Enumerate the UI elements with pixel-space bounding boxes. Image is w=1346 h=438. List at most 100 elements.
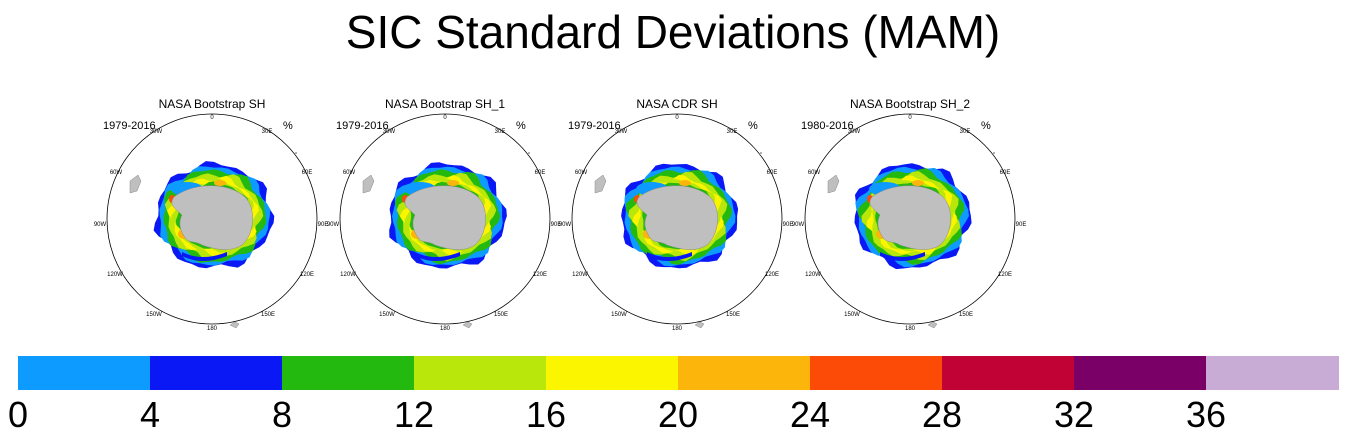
colorbar-tick-label: 28 xyxy=(921,394,963,435)
longitude-label: 60W xyxy=(343,170,356,176)
colorbar-bin-36-40 xyxy=(1206,356,1339,390)
panel-years: 1979-2016 xyxy=(568,120,621,132)
colorbar-tick-label: 16 xyxy=(525,394,567,435)
panel-units: % xyxy=(981,120,991,132)
longitude-label: 150W xyxy=(611,312,627,318)
south-america-landmass xyxy=(827,174,840,194)
longitude-label: 120E xyxy=(533,272,547,278)
panel-years: 1979-2016 xyxy=(336,120,389,132)
longitude-label: 30E xyxy=(262,129,273,135)
longitude-label: 150W xyxy=(844,312,860,318)
longitude-label: 30W xyxy=(848,129,861,135)
longitude-label: 60W xyxy=(808,170,821,176)
longitude-label: 90E xyxy=(318,222,329,228)
sic-patch xyxy=(182,252,227,261)
south-america-landmass xyxy=(362,174,375,194)
longitude-label: 60E xyxy=(535,170,546,176)
colorbar-tick-label: 24 xyxy=(789,394,831,435)
polar-map: 0 30E 60E 90E 120E 150E 180 150W 120W 90W 60W 30W xyxy=(94,113,329,332)
sic-hotspot xyxy=(679,180,691,186)
longitude-label: 60W xyxy=(110,170,123,176)
colorbar-bin-12-16 xyxy=(414,356,547,390)
longitude-label: 90E xyxy=(783,222,794,228)
longitude-label: 60E xyxy=(1000,170,1011,176)
map-panel: NASA CDR SH 1979-2016% 0 30E 60E 90E 120E 150E 1… xyxy=(559,92,794,337)
longitude-label: 0 xyxy=(443,115,447,121)
figure-title: SIC Standard Deviations (MAM) xyxy=(345,6,1001,58)
island xyxy=(760,152,762,154)
antarctica-landmass xyxy=(636,185,718,250)
colorbar-bin-24-28 xyxy=(810,356,943,390)
longitude-label: 150W xyxy=(379,312,395,318)
longitude-label: 120E xyxy=(300,272,314,278)
island xyxy=(528,152,530,154)
new-zealand-landmass xyxy=(229,321,240,329)
longitude-label: 180 xyxy=(440,326,451,332)
longitude-label: 120W xyxy=(107,272,123,278)
longitude-label: 0 xyxy=(675,115,679,121)
colorbar-bin-4-8 xyxy=(150,356,283,390)
colorbar-tick-label: 36 xyxy=(1185,394,1227,435)
colorbar-bin-32-36 xyxy=(1074,356,1207,390)
map-panel: NASA Bootstrap SH_1 1979-2016% 0 30E 60E 90E 1… xyxy=(327,92,562,337)
new-zealand-landmass xyxy=(462,321,473,329)
new-zealand-landmass xyxy=(927,321,938,329)
colorbar-tick-label: 20 xyxy=(657,394,699,435)
colorbar-bin-8-12 xyxy=(282,356,415,390)
antarctica-landmass xyxy=(869,185,951,250)
sic-hotspot xyxy=(912,180,924,186)
map-panel: NASA Bootstrap SH 1979-2016% 0 30E 60E 90E 120… xyxy=(94,92,329,337)
sic-hotspot xyxy=(214,180,226,186)
polar-map: 0 30E 60E 90E 120E 150E 180 150W 120W 90W 60W 30W xyxy=(792,113,1026,332)
longitude-label: 90W xyxy=(94,222,107,228)
colorbar-tick-labels: 0 4 8 12 16 20 24 28 32 36 xyxy=(0,393,1346,437)
island xyxy=(295,152,297,154)
longitude-label: 150W xyxy=(146,312,162,318)
colorbar-tick-label: 4 xyxy=(139,394,161,435)
panel-title: NASA Bootstrap SH xyxy=(158,97,266,111)
panel-years: 1980-2016 xyxy=(801,120,854,132)
longitude-label: 30W xyxy=(383,129,396,135)
longitude-label: 60W xyxy=(575,170,588,176)
colorbar-bin-16-20 xyxy=(546,356,679,390)
island xyxy=(993,152,995,154)
longitude-label: 30E xyxy=(960,129,971,135)
south-america-landmass xyxy=(594,174,607,194)
colorbar-bin-0-4 xyxy=(18,356,151,390)
longitude-label: 90W xyxy=(792,222,805,228)
longitude-label: 30E xyxy=(727,129,738,135)
panel-title: NASA CDR SH xyxy=(636,97,718,111)
panel-years: 1979-2016 xyxy=(103,120,156,132)
longitude-label: 90W xyxy=(559,222,572,228)
panel-title: NASA Bootstrap SH_1 xyxy=(384,97,506,111)
colorbar-tick-label: 12 xyxy=(393,394,435,435)
longitude-label: 90E xyxy=(551,222,562,228)
longitude-label: 120W xyxy=(805,272,821,278)
colorbar xyxy=(18,356,1339,390)
panel-units: % xyxy=(283,120,293,132)
map-panel: NASA Bootstrap SH_2 1980-2016% 0 30E 60E 90E 1… xyxy=(792,92,1027,337)
colorbar-tick-label: 0 xyxy=(7,394,29,435)
longitude-label: 0 xyxy=(908,115,912,121)
panel-units: % xyxy=(748,120,758,132)
longitude-label: 0 xyxy=(210,115,214,121)
longitude-label: 60E xyxy=(302,170,313,176)
colorbar-bin-28-32 xyxy=(942,356,1075,390)
sic-patch xyxy=(415,252,460,261)
sic-patch xyxy=(880,252,925,261)
longitude-label: 120W xyxy=(340,272,356,278)
longitude-label: 90W xyxy=(327,222,340,228)
longitude-label: 30W xyxy=(150,129,163,135)
longitude-label: 180 xyxy=(905,326,916,332)
sic-hotspot xyxy=(447,180,459,186)
antarctica-landmass xyxy=(404,185,486,250)
sic-patch xyxy=(647,252,692,261)
longitude-label: 180 xyxy=(207,326,218,332)
longitude-label: 150E xyxy=(726,312,740,318)
longitude-label: 150E xyxy=(959,312,973,318)
longitude-label: 120E xyxy=(998,272,1012,278)
polar-map: 0 30E 60E 90E 120E 150E 180 150W 120W 90W 60W 30W xyxy=(559,113,794,332)
longitude-label: 180 xyxy=(672,326,683,332)
south-america-landmass xyxy=(129,174,142,194)
antarctica-landmass xyxy=(171,185,253,250)
